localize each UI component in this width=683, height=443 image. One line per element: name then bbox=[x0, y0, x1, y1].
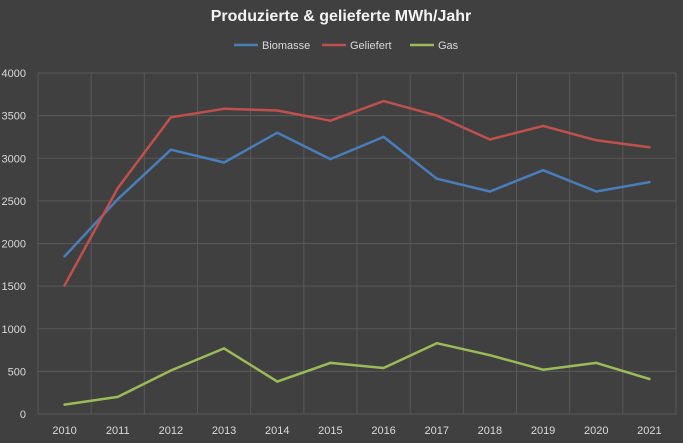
y-tick-label: 1000 bbox=[2, 324, 26, 336]
x-tick-label: 2010 bbox=[52, 425, 76, 437]
y-tick-label: 3500 bbox=[2, 111, 26, 123]
x-tick-label: 2020 bbox=[584, 425, 608, 437]
legend-item: Gas bbox=[410, 40, 459, 52]
chart-title: Produzierte & gelieferte MWh/Jahr bbox=[211, 8, 472, 25]
y-tick-label: 2000 bbox=[2, 239, 26, 251]
x-tick-label: 2019 bbox=[531, 425, 555, 437]
legend: Biomasse Geliefert Gas bbox=[234, 40, 459, 52]
data-point bbox=[382, 135, 385, 139]
y-tick-label: 4000 bbox=[2, 68, 26, 80]
data-point bbox=[648, 180, 651, 184]
data-point bbox=[276, 131, 279, 134]
data-point bbox=[169, 148, 173, 151]
data-point bbox=[116, 395, 119, 399]
data-point bbox=[63, 284, 66, 287]
data-point bbox=[648, 145, 651, 149]
series-biomasse bbox=[63, 131, 651, 258]
data-point bbox=[276, 109, 279, 112]
data-point bbox=[595, 190, 598, 193]
data-point bbox=[169, 116, 173, 119]
legend-label: Geliefert bbox=[350, 40, 392, 52]
x-tick-label: 2013 bbox=[212, 425, 236, 437]
data-point bbox=[435, 114, 438, 117]
legend-item: Biomasse bbox=[234, 40, 310, 52]
data-point bbox=[222, 161, 226, 164]
data-point bbox=[382, 99, 385, 103]
series-geliefert bbox=[63, 99, 651, 287]
data-point bbox=[488, 353, 492, 357]
data-point bbox=[63, 403, 66, 406]
series-gas bbox=[63, 341, 651, 406]
data-point bbox=[595, 361, 598, 365]
x-tick-label: 2015 bbox=[318, 425, 342, 437]
data-point bbox=[169, 369, 173, 372]
y-tick-label: 1500 bbox=[2, 281, 26, 293]
data-point bbox=[116, 186, 119, 190]
data-point bbox=[435, 177, 438, 180]
data-point bbox=[63, 255, 66, 258]
x-tick-label: 2012 bbox=[159, 425, 183, 437]
data-point bbox=[648, 377, 651, 381]
series-line bbox=[63, 99, 651, 287]
x-tick-label: 2016 bbox=[371, 425, 395, 437]
data-point bbox=[276, 380, 279, 383]
data-point bbox=[541, 124, 545, 128]
y-tick-label: 0 bbox=[20, 409, 26, 421]
data-point bbox=[488, 138, 492, 141]
y-axis: 0 500 1000 1500 2000 2500 3000 3500 4000 bbox=[2, 68, 26, 421]
data-point bbox=[222, 347, 226, 350]
series-lines bbox=[63, 99, 651, 406]
data-point bbox=[329, 157, 332, 161]
y-tick-label: 2500 bbox=[2, 196, 26, 208]
data-point bbox=[595, 139, 598, 142]
x-tick-label: 2018 bbox=[478, 425, 502, 437]
x-tick-label: 2021 bbox=[637, 425, 661, 437]
x-tick-label: 2014 bbox=[265, 425, 289, 437]
legend-item: Geliefert bbox=[322, 40, 392, 52]
gridlines bbox=[37, 72, 677, 415]
data-point bbox=[222, 107, 226, 111]
x-tick-label: 2011 bbox=[106, 425, 130, 437]
x-axis: 2010 2011 2012 2013 2014 2015 2016 2017 2018 2019… bbox=[52, 425, 661, 437]
y-tick-label: 3000 bbox=[2, 153, 26, 165]
series-line bbox=[63, 341, 651, 406]
data-point bbox=[541, 168, 545, 172]
y-tick-label: 500 bbox=[8, 366, 26, 378]
legend-label: Gas bbox=[438, 40, 459, 52]
data-point bbox=[329, 361, 332, 365]
data-point bbox=[541, 368, 545, 371]
data-point bbox=[488, 190, 492, 193]
data-point bbox=[329, 119, 332, 122]
legend-label: Biomasse bbox=[262, 40, 310, 52]
data-point bbox=[435, 342, 438, 345]
series-line bbox=[63, 131, 651, 258]
x-tick-label: 2017 bbox=[425, 425, 449, 437]
data-point bbox=[116, 197, 119, 201]
data-point bbox=[382, 366, 385, 370]
